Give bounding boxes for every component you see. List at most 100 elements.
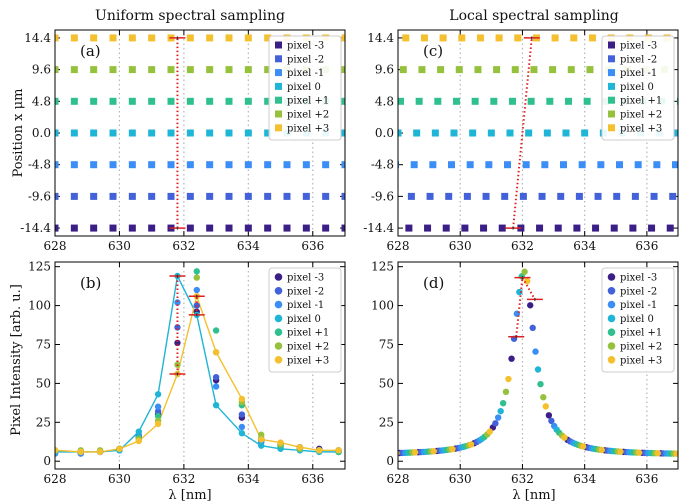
sample-point-a-6-10 bbox=[244, 34, 252, 42]
sample-point-a-6-5 bbox=[148, 34, 156, 42]
xlabel-d: λ [nm] bbox=[512, 488, 555, 503]
sample-point-a-5-9 bbox=[225, 66, 233, 74]
ytick-label-c-1: -9.6 bbox=[371, 189, 394, 203]
sample-point-a-1-1 bbox=[70, 192, 78, 200]
xtick-label-d-1: 630 bbox=[449, 472, 472, 486]
legend-marker-b-6 bbox=[274, 356, 283, 364]
sample-point-c-0-12 bbox=[610, 224, 618, 232]
legend-label-c-6: pixel +3 bbox=[620, 123, 662, 134]
data-point-b-6-14 bbox=[335, 447, 342, 454]
data-point-b-2-6 bbox=[174, 299, 181, 306]
data-point-b-4-7 bbox=[193, 268, 200, 275]
ytick-label-a-6: 14.4 bbox=[24, 31, 51, 45]
sample-point-a-2-3 bbox=[109, 161, 117, 169]
axes-frame-d bbox=[397, 261, 679, 470]
ytick-label-c-6: 14.4 bbox=[367, 31, 394, 45]
data-point-d-6-634.55 bbox=[598, 446, 605, 454]
sample-point-c-2-15 bbox=[672, 161, 678, 169]
sample-point-a-1-7 bbox=[186, 192, 194, 200]
data-point-d-6-635.15 bbox=[617, 448, 624, 455]
sample-point-a-6-2 bbox=[90, 34, 98, 42]
sample-point-c-1-9 bbox=[557, 192, 565, 200]
sample-point-a-2-14 bbox=[322, 161, 330, 169]
ytick-label-c-0: -14.4 bbox=[363, 221, 394, 235]
sample-point-c-1-10 bbox=[575, 192, 583, 200]
sample-point-c-3-6 bbox=[506, 129, 514, 137]
data-point-d-6-633.35 bbox=[561, 434, 568, 441]
sample-point-c-1-15 bbox=[669, 192, 677, 200]
data-point-b-6-4 bbox=[135, 437, 142, 445]
sample-point-c-4-2 bbox=[434, 97, 442, 105]
legend-label-c-5: pixel +2 bbox=[620, 110, 662, 121]
sample-point-a-0-10 bbox=[244, 224, 252, 232]
xtick-label-c-2: 632 bbox=[511, 239, 534, 253]
sample-point-a-3-5 bbox=[148, 129, 156, 137]
panels: 628 630 632 634 636 -14.4 -9.6 -4.8 0.0 4.8 9.6 14.… bbox=[20, 29, 679, 486]
xtick-label-c-1: 630 bbox=[449, 239, 472, 253]
ylabel-position: Position x μm bbox=[11, 89, 26, 178]
ytick-label-c-2: -4.8 bbox=[371, 158, 394, 172]
legend-marker-d-3 bbox=[607, 314, 616, 323]
sample-point-a-5-1 bbox=[70, 66, 78, 74]
panel-d: 628 630 632 634 636 0 25 50 75 100 125 (d) pixel -3 p… bbox=[371, 260, 679, 486]
xtick-label-c-0: 628 bbox=[387, 239, 410, 253]
axes-frame-b bbox=[54, 261, 346, 470]
ytick-label-c-5: 9.6 bbox=[375, 63, 394, 77]
xtick-label-b-0: 628 bbox=[44, 472, 67, 486]
data-point-d-6-635.75 bbox=[635, 449, 643, 456]
sample-point-c-0-3 bbox=[442, 224, 450, 232]
data-point-d-1-631.13 bbox=[492, 420, 499, 427]
sample-point-a-0-4 bbox=[128, 224, 136, 232]
data-point-b-6-8 bbox=[212, 349, 220, 356]
sample-point-a-2-4 bbox=[128, 161, 136, 169]
panel-label-a: (a) bbox=[80, 42, 101, 60]
sample-point-c-1-7 bbox=[519, 192, 527, 200]
sample-point-c-2-4 bbox=[466, 161, 474, 169]
legend-label-b-0: pixel -3 bbox=[287, 273, 324, 284]
sample-point-a-2-8 bbox=[206, 161, 214, 169]
sample-point-a-1-14 bbox=[322, 192, 330, 200]
sample-point-a-6-3 bbox=[109, 34, 117, 42]
data-point-b-2-9 bbox=[238, 423, 246, 431]
xtick-label-a-0: 628 bbox=[44, 239, 67, 253]
sample-point-a-5-4 bbox=[128, 66, 136, 74]
sample-point-a-2-13 bbox=[302, 161, 310, 169]
sample-point-c-6-5 bbox=[495, 34, 503, 42]
sample-point-c-4-3 bbox=[452, 97, 460, 105]
data-point-d-6-627.95 bbox=[398, 450, 400, 456]
legend-marker-c-1 bbox=[608, 55, 615, 63]
sample-point-a-0-3 bbox=[109, 224, 117, 232]
legend-label-d-1: pixel -2 bbox=[620, 286, 657, 297]
sample-point-a-6-11 bbox=[264, 34, 272, 42]
sample-point-a-6-7 bbox=[186, 34, 194, 42]
sample-point-a-5-5 bbox=[148, 66, 156, 74]
ytick-label-c-4: 4.8 bbox=[375, 94, 394, 108]
xtick-label-a-2: 632 bbox=[172, 239, 195, 253]
sample-point-a-0-8 bbox=[206, 224, 214, 232]
sample-point-c-4-0 bbox=[398, 97, 404, 105]
sample-point-a-4-10 bbox=[244, 97, 252, 105]
legend-marker-b-5 bbox=[274, 342, 283, 350]
sample-point-a-5-15 bbox=[341, 66, 345, 74]
data-point-d-3-632.50 bbox=[534, 366, 542, 373]
legend-label-b-4: pixel +1 bbox=[287, 328, 329, 339]
sample-point-a-1-0 bbox=[55, 192, 59, 200]
sample-point-a-2-6 bbox=[167, 161, 175, 169]
sample-point-a-0-14 bbox=[322, 224, 330, 232]
sample-point-c-5-10 bbox=[586, 66, 594, 74]
sample-point-a-4-11 bbox=[264, 97, 272, 105]
ytick-label-d-3: 75 bbox=[379, 337, 394, 351]
sample-point-c-1-2 bbox=[426, 192, 434, 200]
sample-point-c-4-15 bbox=[676, 97, 678, 105]
sample-point-c-0-5 bbox=[480, 224, 488, 232]
xtick-label-d-2: 632 bbox=[511, 472, 534, 486]
data-point-b-6-1 bbox=[77, 448, 84, 456]
data-point-b-6-13 bbox=[316, 447, 323, 454]
data-point-d-5-632.67 bbox=[540, 394, 547, 401]
sample-point-c-6-10 bbox=[588, 34, 596, 42]
sample-point-c-1-12 bbox=[613, 192, 621, 200]
sample-point-c-3-8 bbox=[543, 129, 551, 137]
sample-point-a-6-0 bbox=[55, 34, 59, 42]
sample-point-a-5-8 bbox=[206, 66, 214, 74]
